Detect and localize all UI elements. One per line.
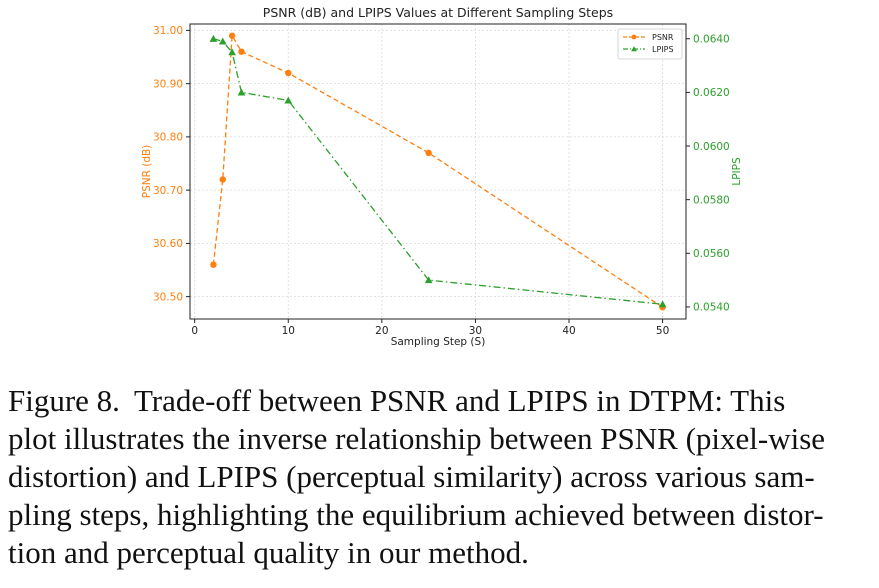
chart-title: PSNR (dB) and LPIPS Values at Different … bbox=[263, 5, 613, 20]
caption-line-1: Figure 8. Trade-off between PSNR and LPIP… bbox=[8, 383, 786, 418]
y-left-axis-label: PSNR (dB) bbox=[141, 145, 153, 199]
lpips-series-line bbox=[213, 38, 663, 305]
lpips-data-point bbox=[284, 96, 293, 104]
y-right-tick-label: 0.0640 bbox=[693, 34, 730, 46]
x-tick-label: 30 bbox=[469, 325, 482, 337]
lpips-data-point bbox=[658, 300, 667, 308]
figure-caption: Figure 8. Trade-off between PSNR and LPIP… bbox=[8, 382, 874, 572]
y-right-tick-label: 0.0540 bbox=[693, 302, 730, 314]
dual-axis-line-chart: 0 10 20 30 40 50 30.50 30.60 30.70 30.80 30.90 31.0… bbox=[141, 5, 743, 348]
y-right-tick-label: 0.0580 bbox=[693, 194, 730, 206]
lpips-data-point bbox=[237, 88, 246, 96]
lpips-data-point bbox=[424, 276, 433, 284]
psnr-data-point bbox=[219, 176, 226, 183]
psnr-data-point bbox=[238, 48, 245, 55]
x-tick-label: 20 bbox=[375, 325, 388, 337]
psnr-data-point bbox=[228, 32, 236, 39]
caption-line-4: pling steps, highlighting the equilibriu… bbox=[8, 497, 824, 532]
legend-marker-lpips bbox=[631, 46, 637, 52]
caption-label: Figure 8. bbox=[8, 383, 120, 418]
y-left-tick-label: 31.00 bbox=[153, 25, 183, 37]
psnr-data-point bbox=[425, 149, 432, 157]
lpips-data-point bbox=[228, 48, 236, 56]
legend-label-psnr: PSNR bbox=[652, 33, 674, 42]
y-left-tick-label: 30.80 bbox=[153, 132, 183, 144]
legend: PSNR LPIPS bbox=[617, 28, 683, 60]
caption-line-5: tion and perceptual quality in our metho… bbox=[8, 535, 529, 570]
y-right-axis-label: LPIPS bbox=[731, 157, 743, 186]
y-right-tick-label: 0.0600 bbox=[693, 141, 730, 153]
y-left-tick-label: 30.70 bbox=[153, 185, 183, 197]
caption-line-3: distortion) and LPIPS (perceptual simila… bbox=[8, 459, 815, 494]
caption-line-2: plot illustrates the inverse relationshi… bbox=[8, 421, 826, 456]
y-right-tick-label: 0.0620 bbox=[693, 87, 730, 99]
x-tick-label: 40 bbox=[562, 325, 575, 337]
psnr-series-line bbox=[212, 33, 663, 308]
psnr-data-point bbox=[210, 261, 217, 268]
y-left-tick-label: 30.60 bbox=[153, 238, 183, 250]
y-left-tick-label: 30.50 bbox=[153, 291, 183, 303]
x-tick-label: 10 bbox=[282, 325, 295, 337]
x-axis-label: Sampling Step (S) bbox=[391, 336, 486, 348]
y-left-tick-label: 30.90 bbox=[153, 78, 183, 90]
y-right-tick-label: 0.0560 bbox=[693, 248, 730, 260]
legend-label-lpips: LPIPS bbox=[652, 45, 674, 54]
lpips-data-point bbox=[218, 37, 227, 45]
x-tick-label: 0 bbox=[191, 325, 198, 337]
plot-frame bbox=[189, 23, 687, 320]
lpips-data-point bbox=[209, 34, 218, 42]
legend-marker-psnr bbox=[631, 34, 637, 40]
psnr-data-point bbox=[285, 69, 292, 77]
x-tick-label: 50 bbox=[656, 325, 669, 337]
